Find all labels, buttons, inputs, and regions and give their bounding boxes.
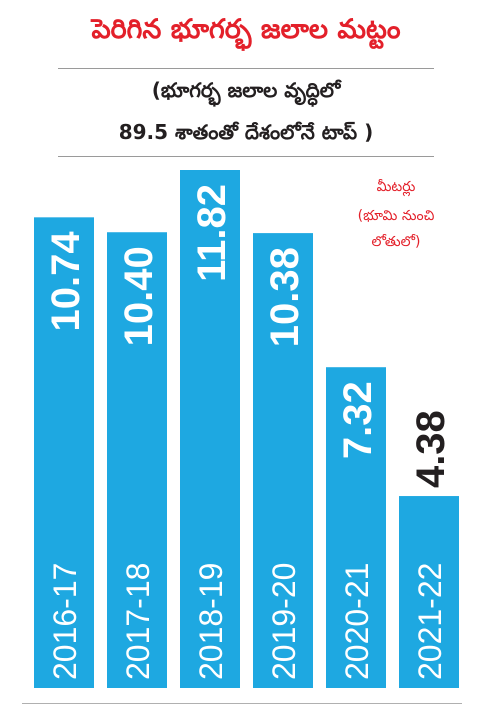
- bar-2018-19: [180, 170, 240, 688]
- bar-2020-21: [326, 367, 386, 688]
- bar-2019-20: [253, 233, 313, 688]
- category-label: 2019-20: [266, 563, 302, 680]
- unit-label-line-1: మీటర్లు: [376, 179, 416, 195]
- bar-2016-17: [34, 217, 94, 688]
- value-label: 11.82: [190, 184, 234, 282]
- unit-label-line-3: లోతులో): [371, 234, 421, 250]
- baseline-rule: [22, 703, 462, 704]
- title-divider: [58, 68, 434, 69]
- bar-2021-22: [399, 496, 459, 688]
- value-label: 4.38: [409, 410, 453, 488]
- subtitle-divider: [58, 156, 434, 157]
- category-label: 2020-21: [339, 563, 375, 680]
- category-label: 2021-22: [412, 563, 448, 680]
- value-label: 10.40: [117, 246, 161, 346]
- chart-title: పెరిగిన భూగర్భ జలాల మట్టం: [91, 14, 401, 45]
- bar-2017-18: [107, 232, 167, 689]
- value-label: 10.38: [263, 247, 307, 347]
- subtitle-line-1: (భూగర్భ జలాల వృద్ధిలో: [151, 78, 341, 102]
- unit-label-line-2: (భూమి నుంచి: [357, 208, 435, 224]
- category-label: 2016-17: [47, 563, 83, 680]
- value-label: 7.32: [336, 381, 380, 459]
- category-label: 2018-19: [193, 563, 229, 680]
- subtitle-line-2: 89.5 శాతంతో దేశంలోనే టాప్ ): [118, 120, 374, 144]
- value-label: 10.74: [44, 231, 88, 332]
- category-label: 2017-18: [120, 563, 156, 680]
